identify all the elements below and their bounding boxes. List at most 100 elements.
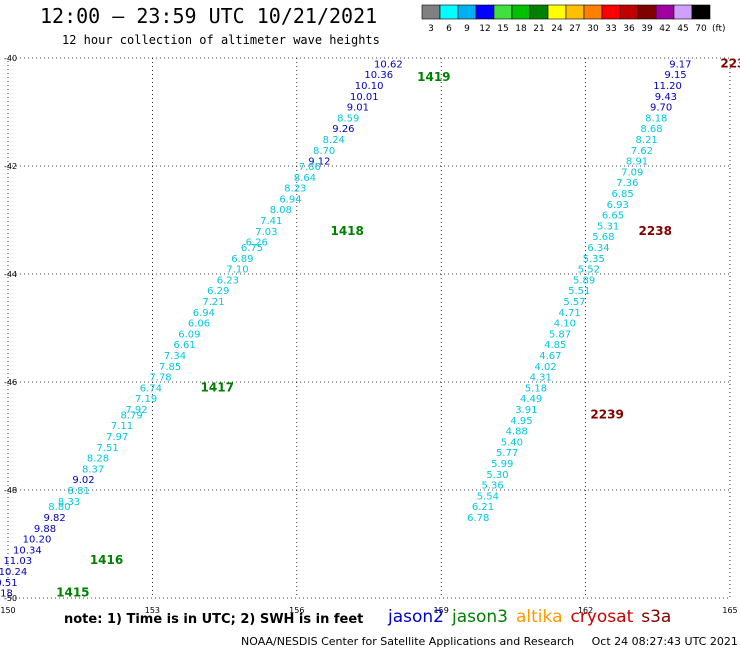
swh-value: 7.78 <box>149 373 171 384</box>
swh-value: 5.54 <box>477 491 499 502</box>
swh-value: 6.21 <box>472 502 494 513</box>
lon-tick-label: 156 <box>289 606 304 615</box>
swh-value: 7.19 <box>135 394 157 405</box>
scale-label: 33 <box>605 24 616 34</box>
swh-value: 10.51 <box>0 578 18 589</box>
scale-label: 9 <box>464 24 470 34</box>
lat-tick-label: -44 <box>4 270 17 279</box>
swh-value: 6.89 <box>231 254 253 265</box>
time-label: 2239 <box>590 407 623 421</box>
swh-value: 7.11 <box>111 421 133 432</box>
swh-value: 8.24 <box>323 135 345 146</box>
swh-value: 6.09 <box>178 329 200 340</box>
swh-value: 9.43 <box>655 92 677 103</box>
swh-value: 7.85 <box>159 362 181 373</box>
scale-label: 70 <box>695 24 707 34</box>
scale-label: 3 <box>428 24 434 34</box>
swh-value: 7.92 <box>125 405 147 416</box>
swh-value: 8.68 <box>640 124 662 135</box>
swh-value: 5.35 <box>583 254 605 265</box>
swh-value: 10.34 <box>13 545 42 556</box>
map-frame <box>7 57 731 599</box>
swh-value: 8.23 <box>284 184 306 195</box>
scale-label: 18 <box>515 24 527 34</box>
swh-value: 10.10 <box>355 81 384 92</box>
time-label: 1418 <box>330 224 363 238</box>
time-label: 1419 <box>417 70 450 84</box>
credit-line: NOAA/NESDIS Center for Satellite Applica… <box>241 635 740 648</box>
lat-tick-label: -50 <box>4 594 17 603</box>
swh-value: 5.36 <box>482 481 504 492</box>
swh-value: 4.31 <box>530 373 552 384</box>
swh-value: 8.81 <box>68 486 90 497</box>
swh-value: 5.57 <box>563 297 585 308</box>
swh-value: 4.88 <box>506 427 528 438</box>
swh-value: 6.85 <box>611 189 633 200</box>
lon-tick-label: 153 <box>145 606 160 615</box>
swh-value: 6.74 <box>140 383 162 394</box>
lat-tick-label: -48 <box>4 486 17 495</box>
swh-value: 6.61 <box>173 340 195 351</box>
swh-value: 4.71 <box>559 308 581 319</box>
swh-value: 5.31 <box>597 221 619 232</box>
swh-value: 6.93 <box>607 200 629 211</box>
swh-value: 6.94 <box>279 194 301 205</box>
swh-value: 6.78 <box>467 513 489 524</box>
swh-value: 6.34 <box>587 243 609 254</box>
swh-value: 5.18 <box>525 383 547 394</box>
swh-value: 8.37 <box>82 464 104 475</box>
swh-value: 10.62 <box>374 59 403 70</box>
swh-value: 9.17 <box>669 59 691 70</box>
color-scale: 3 6 9 12 15 18 21 24 27 30 33 36 39 42 45 70 (ft) <box>421 4 726 34</box>
swh-value: 6.75 <box>241 243 263 254</box>
swh-value: 7.10 <box>226 265 248 276</box>
lat-tick-label: -42 <box>4 162 17 171</box>
swh-value: 9.88 <box>34 524 56 535</box>
credit-text: NOAA/NESDIS Center for Satellite Applica… <box>241 635 575 648</box>
page-title: 12:00 – 23:59 UTC 10/21/2021 <box>40 4 378 28</box>
swh-value: 10.20 <box>23 535 52 546</box>
legend-jason2: jason2 <box>388 607 444 627</box>
swh-value: 8.59 <box>337 113 359 124</box>
footnote: note: 1) Time is in UTC; 2) SWH is in fe… <box>64 612 364 627</box>
scale-label: 24 <box>551 24 563 34</box>
swh-value: 9.02 <box>72 475 94 486</box>
swh-value: 9.12 <box>308 157 330 168</box>
swh-value: 9.01 <box>347 103 369 114</box>
legend-altika: altika <box>516 607 563 627</box>
lon-tick-label: 165 <box>722 606 737 615</box>
swh-value: 7.41 <box>260 216 282 227</box>
lat-tick-label: -40 <box>4 54 17 63</box>
scale-label: 36 <box>623 24 635 34</box>
page-subtitle: 12 hour collection of altimeter wave hei… <box>62 33 380 47</box>
swh-value: 8.18 <box>645 113 667 124</box>
swh-value: 10.18 <box>0 589 13 600</box>
swh-value: 4.02 <box>534 362 556 373</box>
swh-value: 9.70 <box>650 103 672 114</box>
swh-value: 6.23 <box>217 275 239 286</box>
time-label: 1416 <box>90 553 123 567</box>
swh-value: 6.94 <box>193 308 215 319</box>
swh-value: 6.06 <box>188 319 210 330</box>
swh-value: 8.28 <box>87 454 109 465</box>
swh-value: 9.82 <box>43 513 65 524</box>
swh-value: 7.86 <box>299 162 321 173</box>
swh-value: 7.51 <box>96 443 118 454</box>
scale-label: 21 <box>533 24 544 34</box>
swh-value: 10.36 <box>364 70 393 81</box>
lat-tick-label: -46 <box>4 378 17 387</box>
swh-value: 5.89 <box>573 275 595 286</box>
swh-value: 11.20 <box>653 81 682 92</box>
swh-value: 5.40 <box>501 437 523 448</box>
scale-label: 12 <box>479 24 490 34</box>
swh-value: 5.77 <box>496 448 518 459</box>
swh-value: 8.79 <box>121 410 143 421</box>
swh-value: 5.87 <box>549 329 571 340</box>
swh-value: 8.80 <box>48 502 70 513</box>
swh-value: 6.65 <box>602 211 624 222</box>
time-label: 2238 <box>639 224 672 238</box>
swh-value: 9.15 <box>664 70 686 81</box>
swh-value: 8.70 <box>313 146 335 157</box>
scale-label: 15 <box>497 24 508 34</box>
